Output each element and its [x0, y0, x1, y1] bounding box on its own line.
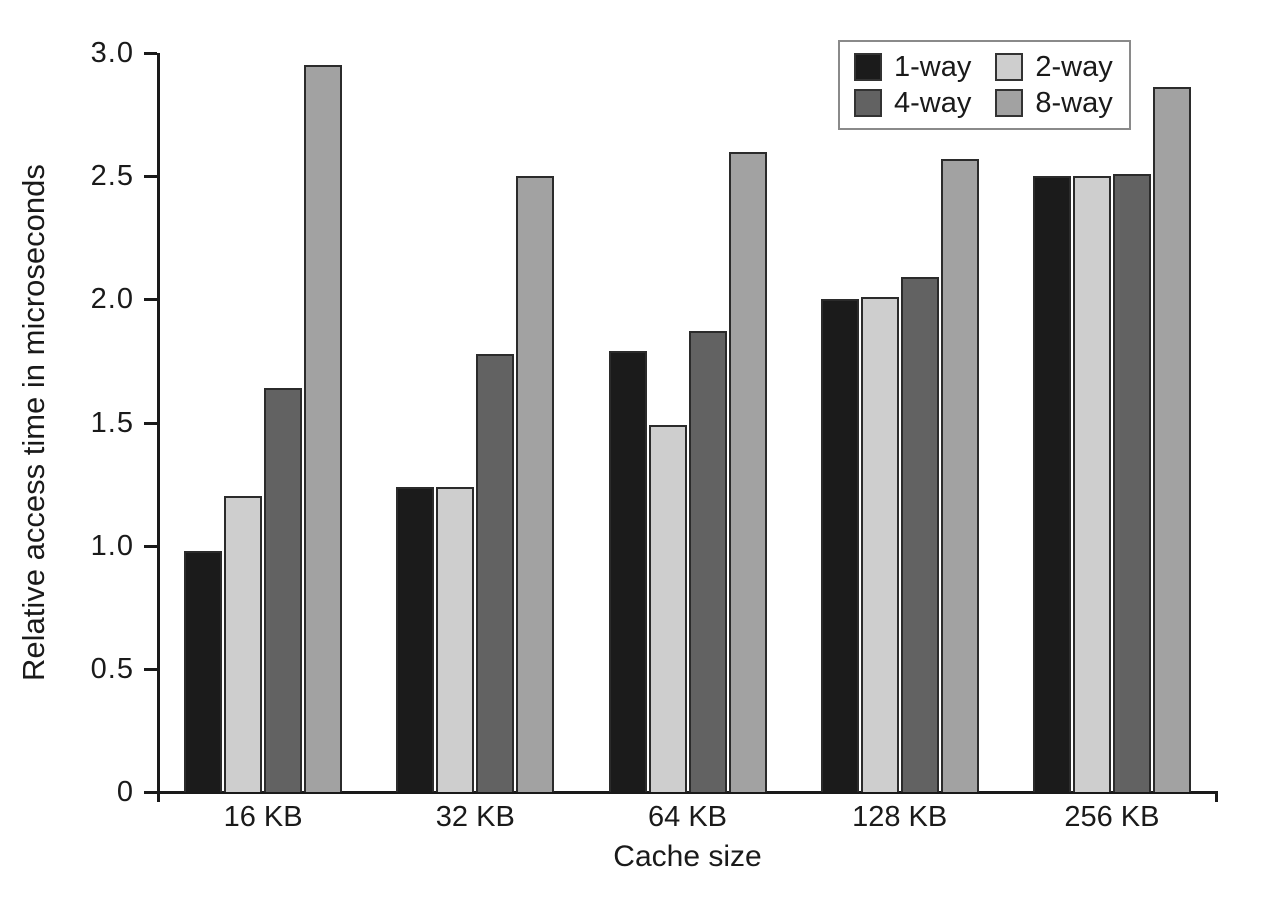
plot-area: 0 0.5 1.0 1.5 2.0 2.5 3.0 16 KB 32 KB 64 KB 128 KB… — [91, 37, 1218, 833]
bar-16-kb-1-way — [184, 551, 223, 792]
y-tick-1.0 — [144, 544, 157, 548]
legend-item-1-way: 1-way — [854, 52, 971, 82]
bar-group-16-kb — [184, 65, 343, 792]
bar-64-kb-4-way — [688, 331, 727, 792]
bar-16-kb-2-way — [224, 496, 263, 792]
y-tick-label-0.5: 0.5 — [90, 652, 134, 685]
y-tick-label-2.5: 2.5 — [90, 160, 134, 193]
bar-256-kb-4-way — [1112, 174, 1151, 792]
bar-64-kb-8-way — [728, 152, 767, 792]
bar-32-kb-2-way — [436, 487, 475, 792]
y-tick-label-1.0: 1.0 — [90, 529, 134, 562]
bar-group-32-kb — [396, 176, 555, 792]
legend-box: 1-way 2-way 4-way 8-way — [838, 40, 1131, 130]
x-axis-line — [157, 791, 1218, 794]
y-tick-1.5 — [144, 421, 157, 425]
x-axis-end-tick — [1215, 791, 1218, 802]
x-category-label-16-kb: 16 KB — [223, 801, 303, 833]
bar-group-64-kb — [608, 152, 767, 792]
bar-64-kb-1-way — [608, 351, 647, 792]
bar-32-kb-8-way — [516, 176, 555, 792]
x-category-label-128-kb: 128 KB — [852, 801, 948, 833]
bar-32-kb-1-way — [396, 487, 435, 792]
legend-item-8-way: 8-way — [995, 87, 1113, 119]
legend-label-8-way: 8-way — [1035, 87, 1113, 119]
legend-label-4-way: 4-way — [894, 87, 972, 119]
legend-label-2-way: 2-way — [1035, 51, 1113, 83]
bar-256-kb-2-way — [1072, 176, 1111, 792]
y-tick-0 — [144, 791, 157, 794]
legend-item-4-way: 4-way — [854, 88, 971, 118]
y-tick-label-2.0: 2.0 — [90, 283, 134, 316]
bar-256-kb-1-way — [1032, 176, 1071, 792]
y-tick-2.5 — [144, 175, 157, 179]
x-category-label-256-kb: 256 KB — [1064, 801, 1160, 833]
y-tick-label-1.5: 1.5 — [90, 406, 134, 439]
x-category-label-64-kb: 64 KB — [648, 801, 727, 833]
bar-16-kb-8-way — [304, 65, 343, 792]
y-tick-2.0 — [144, 298, 157, 302]
legend-swatch-2-way — [995, 53, 1024, 81]
x-category-label-32-kb: 32 KB — [435, 801, 515, 833]
x-axis-title: Cache size — [613, 840, 762, 873]
legend-swatch-1-way — [854, 53, 882, 81]
bar-256-kb-8-way — [1152, 87, 1191, 792]
bar-32-kb-4-way — [476, 354, 515, 792]
y-tick-label-3.0: 3.0 — [90, 37, 134, 69]
y-axis-line — [157, 53, 160, 802]
y-tick-0.5 — [144, 667, 157, 671]
bar-128-kb-2-way — [860, 297, 899, 792]
y-tick-3.0 — [144, 52, 157, 55]
legend-label-1-way: 1-way — [894, 51, 972, 83]
bar-128-kb-8-way — [940, 159, 979, 792]
bar-128-kb-4-way — [900, 277, 939, 792]
y-tick-label-0: 0 — [116, 776, 134, 808]
legend-item-2-way: 2-way — [995, 51, 1113, 83]
bar-16-kb-4-way — [264, 388, 303, 792]
bar-128-kb-1-way — [820, 299, 859, 792]
bar-group-128-kb — [820, 159, 979, 792]
bar-group-256-kb — [1032, 87, 1191, 792]
legend-swatch-4-way — [854, 89, 882, 117]
bar-64-kb-2-way — [648, 425, 687, 792]
legend-swatch-8-way — [995, 89, 1024, 117]
